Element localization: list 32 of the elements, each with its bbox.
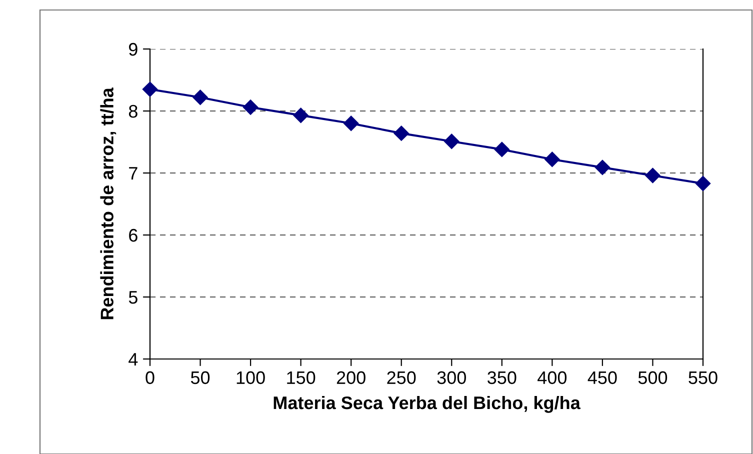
y-tick-label: 5 — [128, 291, 138, 304]
x-tick-label: 250 — [387, 371, 416, 384]
y-tick-label: 9 — [129, 42, 138, 56]
y-tick-label: 8 — [128, 104, 138, 118]
point — [394, 126, 409, 141]
x-axis-title: Materia Seca Yerba del Bicho, kg/ha — [274, 396, 581, 413]
point — [344, 116, 359, 131]
point — [444, 134, 460, 149]
point — [544, 152, 560, 167]
point — [192, 90, 208, 105]
y-tick-label: 6 — [129, 228, 138, 242]
x-tick-label: 300 — [437, 371, 466, 384]
point — [293, 108, 308, 123]
x-tick-label: 400 — [538, 371, 567, 384]
point — [645, 168, 660, 184]
x-tick-label: 50 — [190, 371, 210, 384]
x-tick-label: 350 — [488, 371, 516, 384]
x-tick-label: 0 — [146, 371, 154, 384]
x-tick-label: 550 — [688, 371, 718, 384]
x-tick-label: 150 — [287, 371, 316, 384]
x-tick-label: 450 — [588, 371, 617, 384]
x-tick-label: 200 — [336, 371, 366, 384]
y-tick-label: 7 — [129, 167, 138, 180]
point — [695, 176, 711, 192]
point — [242, 100, 258, 115]
x-tick-label: 500 — [638, 371, 668, 384]
point — [494, 142, 510, 158]
x-tick-label: 100 — [236, 371, 265, 384]
y-tick-label: 4 — [128, 353, 138, 366]
point — [594, 160, 610, 175]
y-axis-title: Rendimiento de arroz, tt/ha — [100, 88, 116, 320]
point — [142, 82, 158, 97]
